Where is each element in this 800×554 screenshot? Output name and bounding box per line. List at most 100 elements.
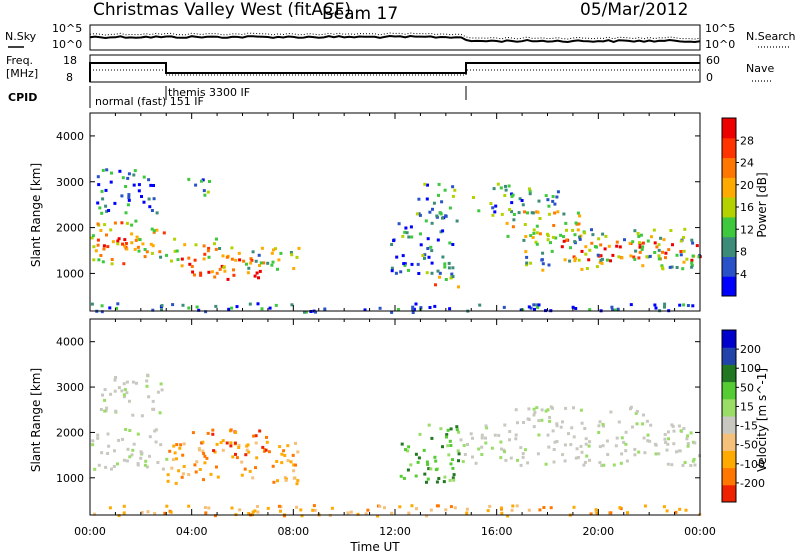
velocity-point	[563, 443, 567, 447]
power-point	[587, 258, 591, 262]
power-point	[641, 264, 645, 268]
velocity-point	[667, 437, 670, 441]
velocity-point	[555, 424, 559, 428]
velocity-point	[663, 433, 667, 436]
power-point	[547, 263, 551, 267]
power-point	[657, 254, 661, 258]
velocity-point	[230, 506, 234, 510]
velocity-point	[215, 465, 218, 469]
power-point	[230, 306, 234, 310]
power-point	[249, 257, 253, 261]
power-point	[541, 262, 545, 266]
power-point	[637, 235, 641, 238]
power-point	[104, 188, 108, 192]
power-point	[248, 302, 252, 306]
power-point	[661, 266, 664, 270]
power-point	[678, 303, 682, 307]
power-point	[631, 240, 635, 244]
power-point	[175, 249, 179, 253]
velocity-point	[182, 442, 186, 446]
velocity-point	[263, 448, 266, 451]
power-point	[611, 253, 615, 257]
velocity-point	[114, 409, 118, 413]
velocity-point	[148, 435, 152, 439]
velocity-point	[159, 443, 163, 447]
velocity-point	[376, 514, 380, 518]
velocity-point	[271, 464, 275, 468]
velocity-point	[418, 432, 422, 436]
velocity-point	[620, 452, 624, 456]
power-point	[489, 202, 493, 205]
velocity-point	[296, 450, 300, 454]
colorbar-tick-label: 28	[740, 134, 754, 147]
power-point	[447, 261, 451, 265]
power-point	[130, 232, 134, 236]
power-point	[105, 168, 109, 172]
power-point	[597, 237, 601, 241]
power-point	[390, 266, 394, 270]
power-point	[270, 251, 274, 255]
power-point	[160, 308, 163, 312]
power-point	[150, 227, 154, 231]
velocity-point	[617, 420, 621, 424]
power-point	[451, 185, 455, 189]
power-point	[538, 217, 542, 220]
power-point	[258, 269, 262, 273]
power-point	[258, 264, 261, 267]
velocity-point	[499, 456, 503, 460]
power-point	[629, 303, 633, 307]
power-point	[447, 266, 451, 270]
power-point	[555, 195, 559, 199]
velocity-point	[423, 472, 427, 476]
velocity-point	[499, 506, 503, 510]
power-point	[96, 201, 100, 205]
colorbar-swatch	[722, 216, 736, 238]
power-point	[160, 304, 164, 308]
power-point	[121, 242, 124, 246]
power-colorbar: 4 8 12 16 20 24 28	[721, 117, 754, 297]
power-point	[173, 249, 177, 253]
velocity-point	[555, 422, 559, 426]
velocity-point	[209, 472, 213, 476]
power-point	[220, 264, 224, 268]
power-point	[423, 182, 427, 186]
velocity-point	[193, 463, 197, 467]
colorbar-swatch	[722, 433, 736, 451]
colorbar-swatch	[722, 177, 736, 198]
power-point	[690, 258, 694, 262]
velocity-point	[229, 441, 233, 445]
power-point	[654, 306, 658, 310]
power-point	[430, 221, 434, 225]
power-point	[695, 244, 699, 248]
velocity-point	[595, 511, 599, 515]
velocity-point	[207, 506, 211, 510]
velocity-point	[465, 511, 469, 515]
velocity-point	[174, 481, 178, 485]
power-point	[528, 189, 532, 193]
power-point	[441, 229, 445, 233]
velocity-point	[480, 453, 484, 456]
velocity-point	[466, 443, 469, 446]
power-point	[512, 218, 516, 222]
power-point	[691, 304, 695, 308]
y-tick-label: 4000	[56, 336, 84, 349]
x-tick-labels: 00:00 04:00 08:00 12:00 16:00 20:00 00:00	[74, 525, 716, 538]
velocity-point	[240, 473, 244, 477]
power-point	[303, 310, 306, 314]
velocity-point	[237, 446, 241, 449]
power-point	[664, 251, 668, 255]
power-point	[535, 224, 539, 228]
velocity-point	[166, 479, 170, 483]
velocity-point	[524, 448, 527, 452]
velocity-point	[100, 451, 104, 455]
velocity-point	[504, 458, 508, 462]
power-point	[100, 304, 104, 308]
velocity-point	[452, 478, 456, 482]
power-point	[202, 244, 206, 248]
velocity-point	[430, 436, 434, 440]
velocity-point	[110, 467, 113, 471]
power-point	[639, 233, 643, 237]
velocity-point	[634, 411, 638, 415]
velocity-point	[145, 379, 149, 383]
velocity-point	[552, 448, 556, 451]
